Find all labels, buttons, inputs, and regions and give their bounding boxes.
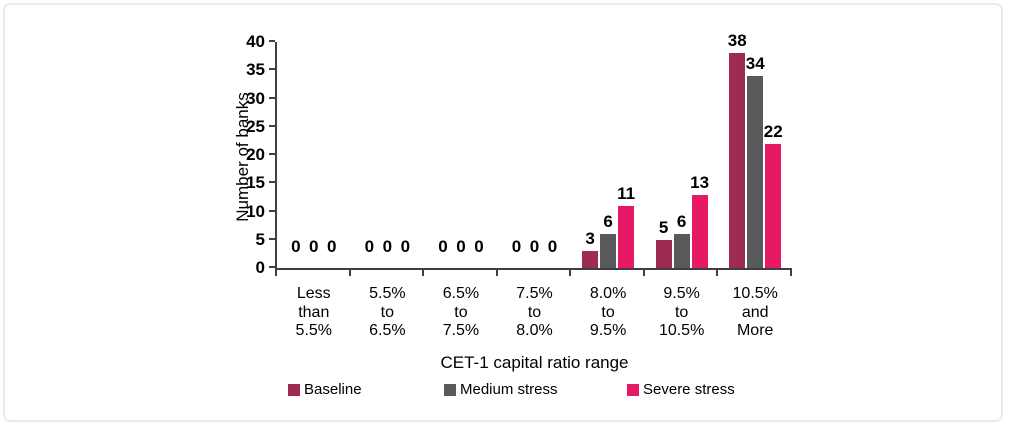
y-tick bbox=[269, 181, 275, 184]
bar-severe-stress bbox=[765, 143, 782, 268]
legend: Baseline Medium stress Severe stress bbox=[0, 382, 1011, 400]
y-tick bbox=[269, 266, 275, 268]
x-tick bbox=[790, 270, 792, 276]
y-tick-label: 20 bbox=[246, 145, 265, 164]
x-category-label: 9.5% to 10.5% bbox=[658, 285, 705, 339]
x-category-label: 6.5% to 7.5% bbox=[442, 285, 480, 339]
bar-value-label: 0 bbox=[382, 237, 393, 256]
legend-item-medium-stress: Medium stress bbox=[444, 382, 558, 398]
legend-label: Severe stress bbox=[643, 381, 735, 398]
bar-value-label: 6 bbox=[676, 212, 687, 232]
bar-value-label: 13 bbox=[690, 172, 710, 192]
y-tick bbox=[269, 237, 275, 240]
bar-severe-stress bbox=[691, 194, 708, 268]
plot-area: 0 5 10 15 20 25 30 35 40 Less than 5.5% 5.5% to 6.… bbox=[246, 31, 792, 339]
bar-baseline bbox=[582, 251, 599, 268]
y-tick-label: 5 bbox=[255, 229, 265, 249]
y-tick-label: 25 bbox=[246, 116, 265, 136]
y-tick bbox=[269, 209, 275, 212]
bar-value-label: 0 bbox=[309, 237, 319, 256]
y-tick bbox=[269, 40, 275, 42]
x-category-label: 10.5% and More bbox=[732, 285, 778, 339]
y-tick bbox=[269, 96, 275, 99]
x-tick bbox=[348, 270, 351, 276]
bar-medium-stress bbox=[673, 234, 690, 268]
x-axis-title: CET-1 capital ratio range bbox=[440, 353, 629, 372]
bar-value-label: 22 bbox=[763, 121, 783, 141]
x-tick bbox=[716, 270, 719, 276]
bar-value-label: 38 bbox=[727, 31, 747, 51]
y-tick bbox=[269, 68, 275, 71]
bar-value-label: 0 bbox=[474, 237, 484, 256]
bar-baseline bbox=[655, 239, 672, 268]
bar-value-label: 34 bbox=[745, 53, 765, 73]
y-tick-label: 10 bbox=[246, 201, 265, 221]
legend-label: Medium stress bbox=[460, 381, 558, 398]
x-category-label: 7.5% to 8.0% bbox=[516, 285, 553, 339]
legend-swatch-severe-stress bbox=[627, 384, 639, 396]
y-tick bbox=[269, 153, 275, 155]
legend-item-baseline: Baseline bbox=[288, 382, 362, 398]
bar-value-label: 5 bbox=[658, 217, 669, 237]
x-tick bbox=[642, 270, 645, 276]
bar-value-label: 0 bbox=[529, 237, 540, 256]
bar-value-label: 0 bbox=[547, 237, 558, 256]
x-tick bbox=[422, 270, 425, 276]
bar-value-label: 3 bbox=[585, 229, 595, 249]
y-tick-label: 30 bbox=[246, 88, 265, 108]
bar-value-label: 0 bbox=[456, 237, 466, 256]
bar-medium-stress bbox=[747, 75, 764, 268]
bar-value-label: 0 bbox=[364, 237, 375, 256]
bar-value-label: 0 bbox=[400, 237, 411, 256]
y-tick bbox=[269, 124, 275, 127]
bar-value-label: 0 bbox=[511, 237, 522, 256]
y-tick-label: 35 bbox=[246, 60, 265, 80]
bar-value-label: 0 bbox=[327, 237, 337, 256]
legend-label: Baseline bbox=[304, 381, 362, 398]
bar-value-label: 0 bbox=[291, 237, 301, 256]
legend-swatch-medium-stress bbox=[444, 384, 456, 396]
x-tick bbox=[495, 270, 498, 276]
y-tick-label: 40 bbox=[246, 32, 265, 51]
y-tick-label: 15 bbox=[246, 173, 265, 193]
x-tick bbox=[569, 270, 572, 276]
x-category-label: 8.0% to 9.5% bbox=[589, 285, 627, 339]
bar-severe-stress bbox=[618, 205, 635, 268]
bar-medium-stress bbox=[600, 234, 617, 268]
bar-baseline bbox=[729, 53, 746, 268]
x-category-label: Less than 5.5% bbox=[295, 285, 333, 339]
bar-value-label: 6 bbox=[603, 212, 613, 232]
bar-value-label: 0 bbox=[438, 237, 448, 256]
x-tick bbox=[275, 270, 277, 276]
y-tick-label: 0 bbox=[255, 258, 265, 277]
legend-swatch-baseline bbox=[288, 384, 300, 396]
bar-value-label: 11 bbox=[617, 183, 636, 203]
x-category-label: 5.5% to 6.5% bbox=[369, 285, 406, 339]
legend-item-severe-stress: Severe stress bbox=[627, 382, 735, 398]
